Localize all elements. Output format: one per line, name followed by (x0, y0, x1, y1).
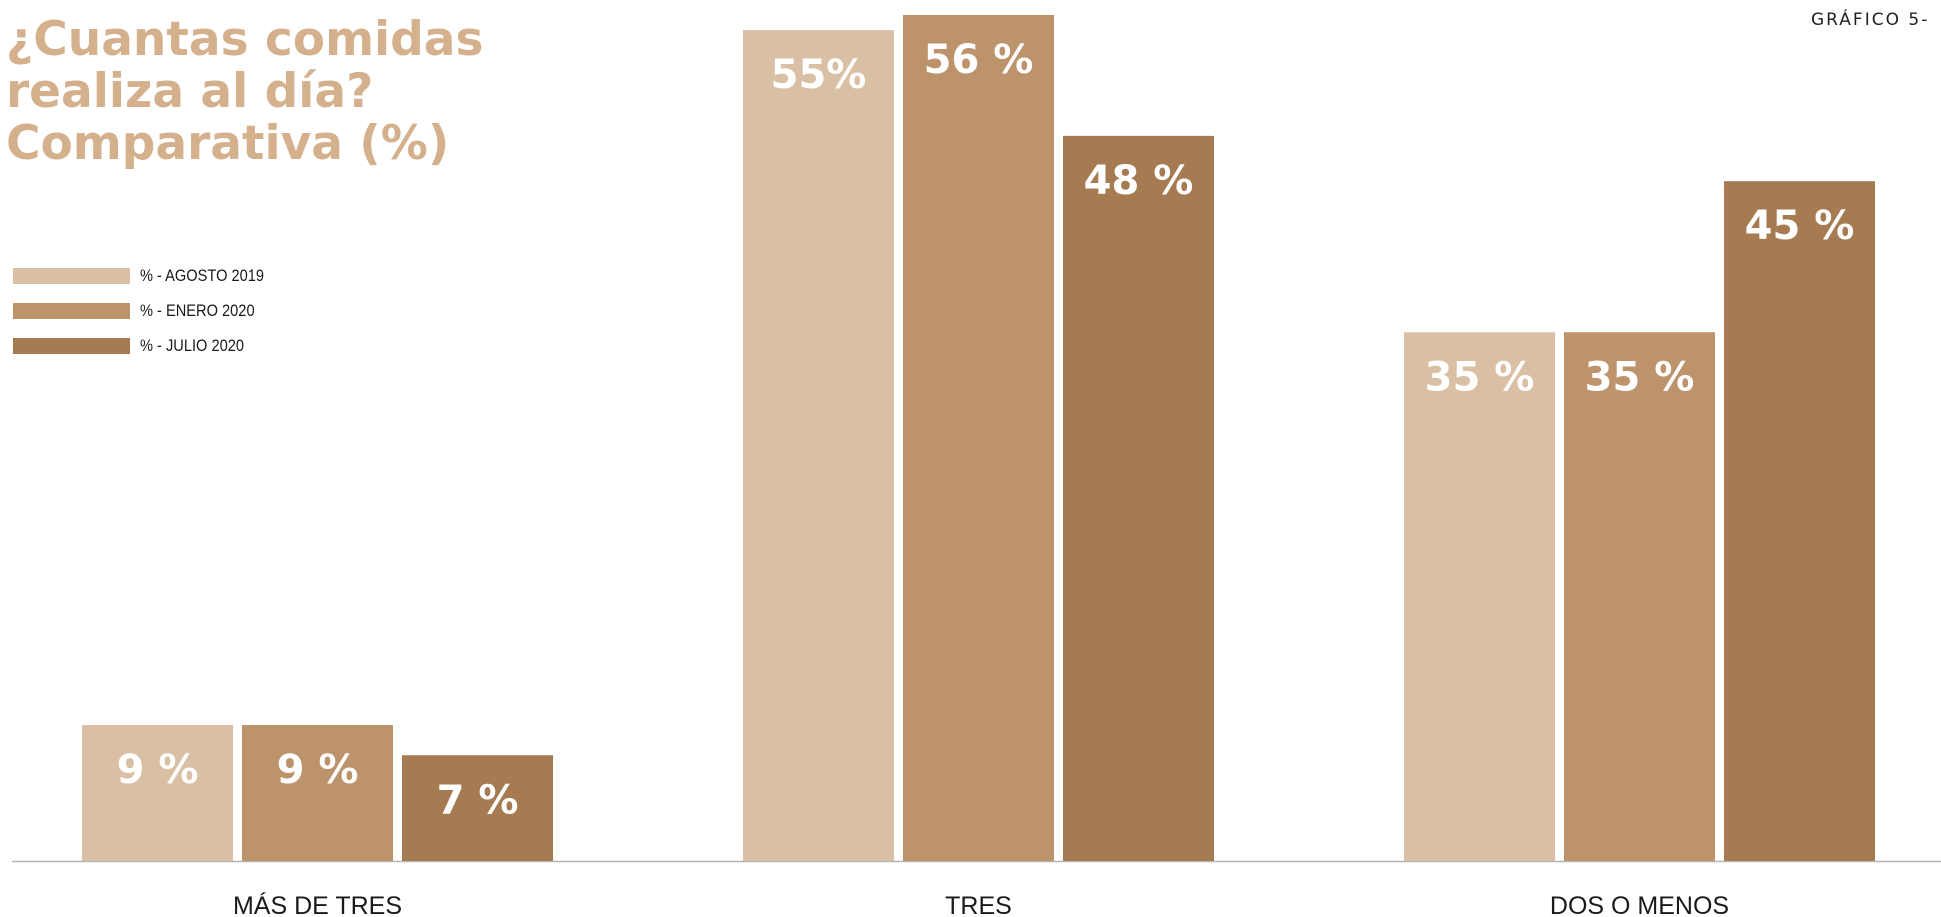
data-label: 35 % (1585, 354, 1695, 400)
data-label: 56 % (924, 37, 1034, 83)
legend-swatch (13, 337, 130, 354)
legend-label: % - ENERO 2020 (140, 300, 255, 320)
data-label: 9 % (277, 747, 359, 793)
legend-label: % - AGOSTO 2019 (140, 265, 265, 285)
chart-title-line: ¿Cuantas comidas (6, 12, 484, 67)
bar (1063, 135, 1214, 861)
bar (1404, 332, 1555, 861)
data-label: 35 % (1425, 354, 1535, 400)
chart-legend: % - AGOSTO 2019 % - ENERO 2020 % - JULIO… (13, 258, 284, 363)
bar (82, 725, 233, 861)
bar (1564, 332, 1715, 861)
legend-item: % - JULIO 2020 (13, 328, 284, 363)
bar (903, 15, 1054, 861)
bar (242, 725, 393, 861)
data-label: 9 % (117, 747, 199, 793)
legend-item: % - AGOSTO 2019 (13, 258, 284, 293)
legend-swatch (13, 267, 130, 284)
chart-title: ¿Cuantas comidas realiza al día? Compara… (6, 14, 526, 170)
data-label: 45 % (1745, 203, 1855, 249)
chart-id: GRÁFICO 5- (1811, 10, 1930, 30)
bar (743, 30, 894, 862)
data-label: 48 % (1084, 158, 1194, 204)
bar (1724, 181, 1875, 861)
data-label: 55% (771, 52, 867, 98)
legend-item: % - ENERO 2020 (13, 293, 284, 328)
bar (402, 755, 553, 861)
data-label: 7 % (437, 777, 519, 823)
x-tick-label: DOS O MENOS (1550, 892, 1729, 917)
legend-label: % - JULIO 2020 (140, 335, 245, 355)
x-tick-label: MÁS DE TRES (233, 891, 402, 917)
legend-swatch (13, 302, 130, 319)
chart-title-line: realiza al día? (6, 64, 374, 119)
x-tick-label: TRES (945, 892, 1012, 917)
chart-title-line: Comparativa (%) (6, 116, 450, 171)
